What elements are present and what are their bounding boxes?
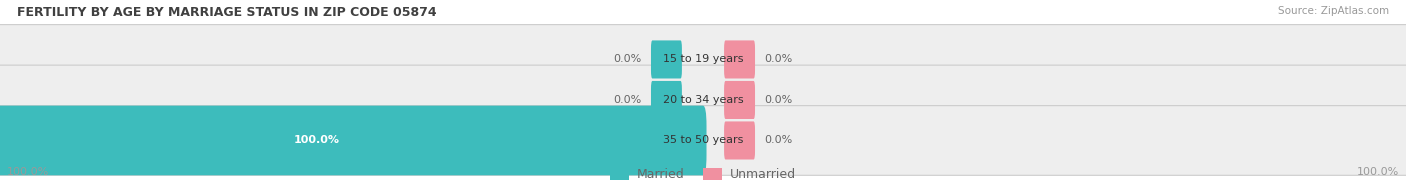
Text: 0.0%: 0.0% [613, 95, 643, 105]
FancyBboxPatch shape [724, 122, 755, 160]
Text: FERTILITY BY AGE BY MARRIAGE STATUS IN ZIP CODE 05874: FERTILITY BY AGE BY MARRIAGE STATUS IN Z… [17, 6, 436, 19]
Text: 0.0%: 0.0% [765, 135, 793, 145]
Legend: Married, Unmarried: Married, Unmarried [606, 163, 800, 186]
FancyBboxPatch shape [724, 40, 755, 78]
FancyBboxPatch shape [651, 122, 682, 160]
Text: 100.0%: 100.0% [1357, 167, 1399, 178]
FancyBboxPatch shape [724, 81, 755, 119]
Text: Source: ZipAtlas.com: Source: ZipAtlas.com [1278, 6, 1389, 16]
Text: 0.0%: 0.0% [765, 95, 793, 105]
Text: 35 to 50 years: 35 to 50 years [662, 135, 744, 145]
Text: 100.0%: 100.0% [7, 167, 49, 178]
Text: 0.0%: 0.0% [613, 54, 643, 64]
FancyBboxPatch shape [0, 106, 707, 175]
FancyBboxPatch shape [0, 25, 1406, 94]
Text: 100.0%: 100.0% [294, 135, 339, 145]
FancyBboxPatch shape [651, 40, 682, 78]
Text: 15 to 19 years: 15 to 19 years [662, 54, 744, 64]
Text: 20 to 34 years: 20 to 34 years [662, 95, 744, 105]
Text: 0.0%: 0.0% [765, 54, 793, 64]
FancyBboxPatch shape [0, 106, 1406, 175]
FancyBboxPatch shape [651, 81, 682, 119]
FancyBboxPatch shape [0, 65, 1406, 135]
